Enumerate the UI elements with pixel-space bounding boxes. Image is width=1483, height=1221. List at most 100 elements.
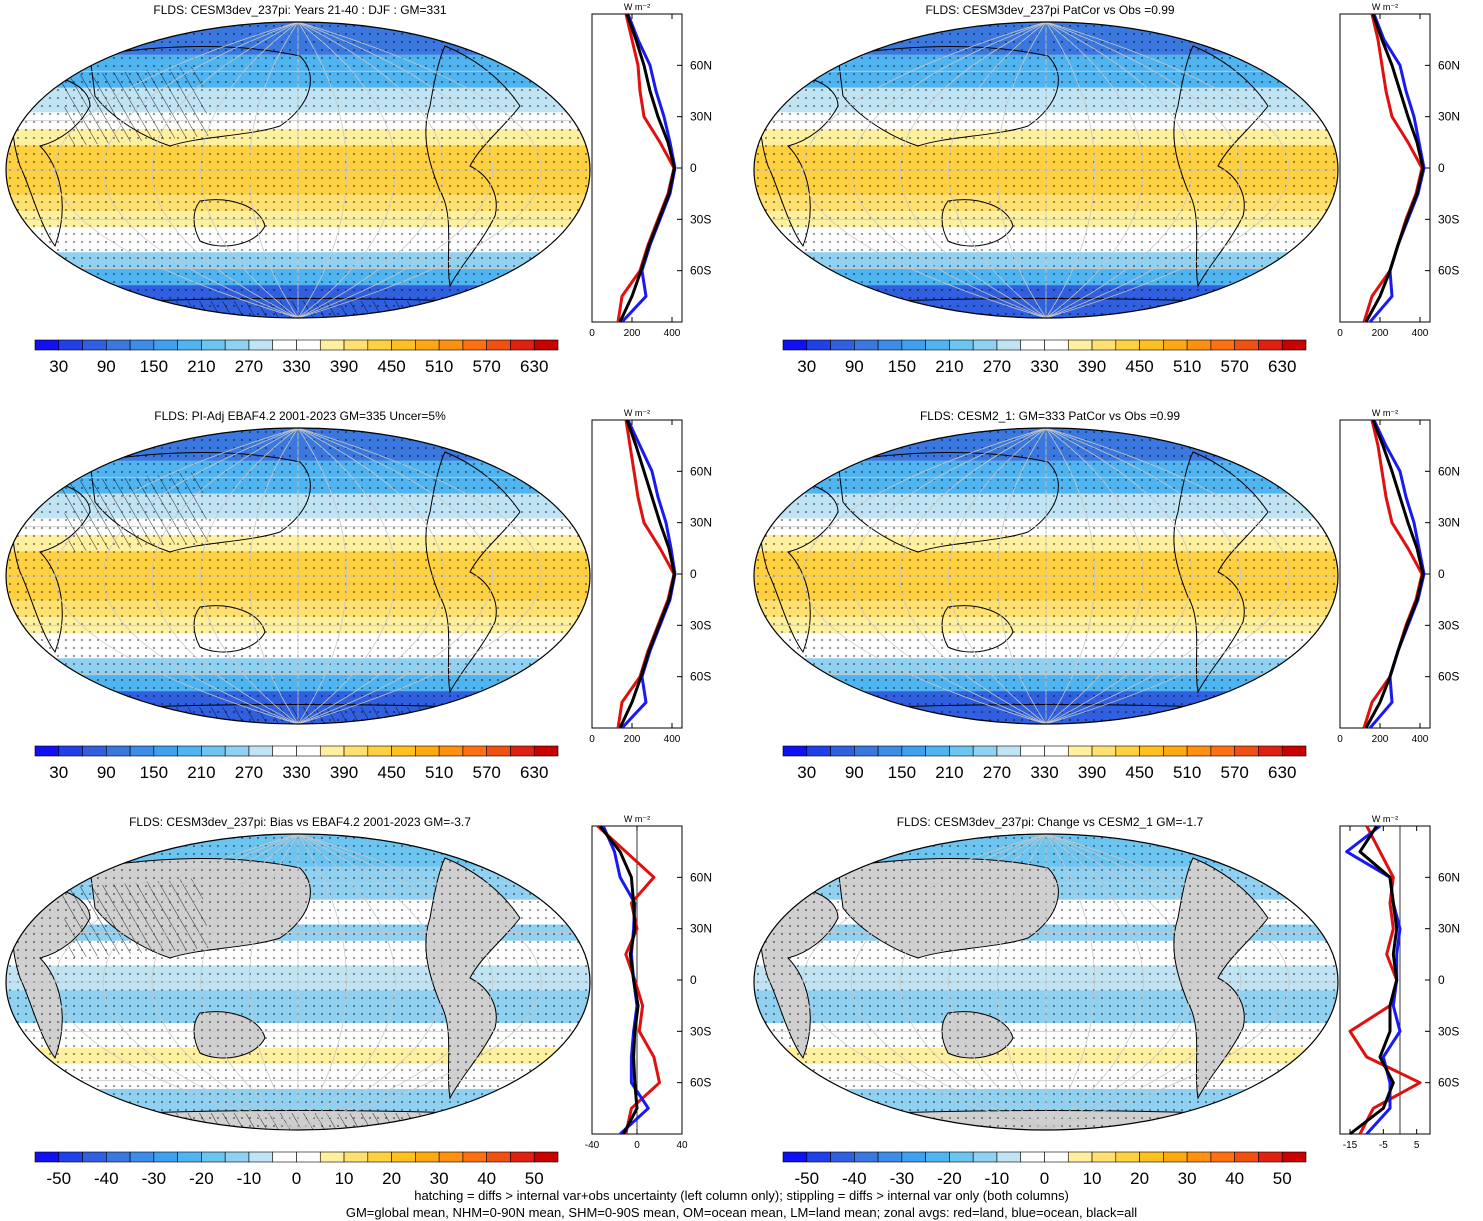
graticule-meridian bbox=[297, 22, 347, 318]
colorbar-swatch bbox=[106, 339, 131, 351]
colorbar-swatch bbox=[996, 1151, 1022, 1163]
colorbar-swatch bbox=[272, 1151, 297, 1163]
graticule-meridian bbox=[899, 22, 1047, 318]
graticule-meridian bbox=[1045, 834, 1095, 1130]
graticule-meridian bbox=[948, 428, 1047, 724]
lat-tick-label: 0 bbox=[690, 973, 697, 987]
colorbar-swatch bbox=[1139, 339, 1164, 351]
lat-tick-label: 0 bbox=[1438, 567, 1445, 581]
colorbar-swatch bbox=[1281, 339, 1307, 351]
colorbar-swatch bbox=[996, 745, 1022, 757]
x-tick-label: 200 bbox=[624, 328, 641, 339]
colorbar-label: 510 bbox=[425, 357, 453, 376]
colorbar-p6: -50 -40 -30 -20 -10 0 10 20 30 40 50 bbox=[782, 1151, 1307, 1188]
colorbar-label: 390 bbox=[330, 763, 358, 782]
zonal-plot-p2: W m⁻² 60N 30N 0 30S 60S 0 200 400 bbox=[1337, 2, 1460, 339]
colorbar-swatch bbox=[830, 745, 855, 757]
colorbar-swatch bbox=[367, 745, 392, 757]
x-tick-label: 0 bbox=[1337, 734, 1343, 745]
hatch-overlay bbox=[60, 66, 210, 146]
graticule-meridian bbox=[1045, 22, 1242, 318]
graticule-meridian bbox=[297, 834, 445, 1130]
colorbar-swatch bbox=[1186, 1151, 1212, 1163]
colorbar-swatch bbox=[1139, 745, 1164, 757]
graticule-meridian bbox=[802, 834, 1047, 1130]
graticule-meridian bbox=[997, 834, 1047, 1130]
lat-tick-label: 30S bbox=[1438, 618, 1459, 632]
zonal-line-black bbox=[618, 13, 676, 323]
lat-tick-label: 60N bbox=[690, 870, 712, 884]
colorbar-swatch bbox=[343, 1151, 369, 1163]
colorbar-swatch bbox=[415, 745, 440, 757]
colorbar-swatch bbox=[1091, 1151, 1117, 1163]
graticule-meridian bbox=[1045, 428, 1193, 724]
graticule-meridian bbox=[102, 834, 299, 1130]
hatch-overlay bbox=[60, 1113, 540, 1130]
map-border bbox=[5, 833, 591, 1131]
colorbar-label: 30 bbox=[49, 763, 68, 782]
x-tick-label: 400 bbox=[1412, 734, 1429, 745]
zonal-line-black bbox=[1349, 825, 1399, 1136]
graticule-meridian bbox=[249, 22, 299, 318]
colorbar-swatch bbox=[224, 745, 250, 757]
colorbar-swatch bbox=[949, 1151, 974, 1163]
graticule-meridian bbox=[249, 428, 299, 724]
colorbar-swatch bbox=[877, 745, 903, 757]
colorbar-swatch bbox=[854, 339, 879, 351]
graticule-meridian bbox=[102, 22, 299, 318]
colorbar-label: -40 bbox=[94, 1169, 119, 1188]
colorbar-swatch bbox=[415, 339, 440, 351]
colorbar-swatch bbox=[1186, 745, 1212, 757]
colorbar-swatch bbox=[949, 745, 974, 757]
colorbar-swatch bbox=[319, 339, 345, 351]
colorbar-swatch bbox=[972, 1151, 998, 1163]
hatch-overlay bbox=[60, 878, 210, 958]
colorbar-swatch bbox=[510, 1151, 535, 1163]
x-tick-label: -15 bbox=[1343, 1140, 1358, 1151]
map-p6 bbox=[753, 833, 1339, 1131]
colorbar-label: 90 bbox=[845, 763, 864, 782]
colorbar-label: 270 bbox=[235, 763, 263, 782]
graticule-meridian bbox=[850, 22, 1047, 318]
graticule-meridian bbox=[54, 834, 299, 1130]
lat-tick-label: 30S bbox=[690, 212, 711, 226]
colorbar-swatch bbox=[34, 745, 60, 757]
colorbar-swatch bbox=[1258, 1151, 1283, 1163]
graticule-meridian bbox=[948, 22, 1047, 318]
colorbar-swatch bbox=[1163, 1151, 1188, 1163]
graticule-meridian bbox=[200, 428, 299, 724]
zonal-line-black bbox=[1364, 13, 1425, 323]
lat-tick-label: 0 bbox=[690, 161, 697, 175]
colorbar-label: 270 bbox=[983, 357, 1011, 376]
colorbar-swatch bbox=[343, 339, 369, 351]
colorbar-label: 450 bbox=[377, 763, 405, 782]
map-p3 bbox=[5, 427, 591, 725]
colorbar-label: 510 bbox=[425, 763, 453, 782]
graticule-meridian bbox=[200, 22, 299, 318]
colorbar-swatch bbox=[901, 745, 926, 757]
colorbar-label: 270 bbox=[983, 763, 1011, 782]
graticule-meridian bbox=[1045, 428, 1144, 724]
colorbar-p5: -50 -40 -30 -20 -10 0 10 20 30 40 50 bbox=[34, 1151, 559, 1188]
graticule-meridian bbox=[1045, 834, 1193, 1130]
lat-tick-label: 60S bbox=[690, 1076, 711, 1090]
colorbar-swatch bbox=[806, 339, 831, 351]
colorbar-swatch bbox=[58, 339, 83, 351]
colorbar-swatch bbox=[1210, 339, 1235, 351]
x-tick-label: 200 bbox=[1372, 328, 1389, 339]
colorbar-swatch bbox=[925, 745, 950, 757]
x-tick-label: 0 bbox=[1337, 328, 1343, 339]
colorbar-swatch bbox=[201, 339, 226, 351]
colorbar-swatch bbox=[462, 1151, 487, 1163]
colorbar-swatch bbox=[510, 745, 535, 757]
colorbar-swatch bbox=[248, 745, 274, 757]
colorbar-swatch bbox=[1234, 1151, 1259, 1163]
colorbar-swatch bbox=[486, 745, 511, 757]
graticule-meridian bbox=[297, 834, 494, 1130]
colorbar-swatch bbox=[1091, 745, 1117, 757]
colorbar-swatch bbox=[877, 339, 903, 351]
footer-line-2: GM=global mean, NHM=0-90N mean, SHM=0-90… bbox=[345, 1205, 1138, 1220]
colorbar-swatch bbox=[343, 745, 369, 757]
graticule-meridian bbox=[1045, 428, 1290, 724]
footer-line-1: hatching = diffs > internal var+obs unce… bbox=[414, 1188, 1069, 1203]
